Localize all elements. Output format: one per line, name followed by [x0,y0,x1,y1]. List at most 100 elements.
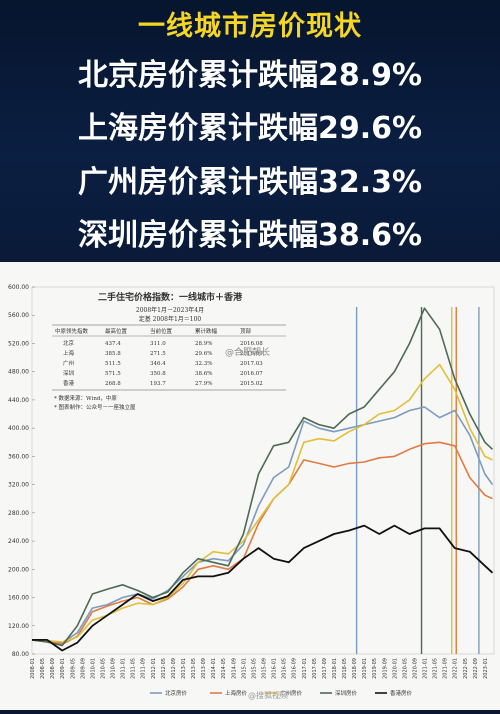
series-line [31,307,494,647]
table-cell: 271.5 [150,351,166,357]
x-tick-label: 2022-01 [453,658,459,679]
x-tick-label: 2021-09 [443,658,449,679]
y-tick-label: 120.00 [8,623,29,630]
x-tick-label: 2018-09 [352,658,358,679]
table-header-cell: 累计跌幅 [195,327,218,335]
peak-markers [355,307,480,654]
x-tick-label: 2010-01 [90,658,96,679]
series-lines [31,307,494,652]
table-cell: 346.4 [150,361,166,367]
x-tick-label: 2020-05 [402,658,408,679]
table-cell: 2016.09 [240,351,263,357]
legend-label: 北京房价 [165,689,188,697]
x-tick-label: 2014-05 [221,658,227,679]
y-tick-label: 240.00 [8,538,29,545]
x-tick-label: 2017-01 [302,658,308,679]
chart-note: 定基 2008年1月＝100 [139,315,202,323]
x-tick-label: 2022-09 [473,658,479,679]
chart-title: 二手住宅价格指数：一线城市＋香港 [98,291,243,303]
banner-title: 一线城市房价现状 [138,11,362,42]
x-tick-label: 2009-01 [60,658,66,679]
table-cell: 268.8 [105,381,121,387]
y-tick-label: 160.00 [8,595,29,602]
x-tick-label: 2011-01 [121,658,127,679]
x-tick-label: 2014-01 [211,658,217,679]
x-tick-label: 2012-01 [151,658,157,679]
beijing-decline-line: 北京房价累计跌幅28.9% [77,58,423,93]
x-axis: 2008-01 2008-05 2008-09 2009-01 2009-05 2009-… [30,658,489,679]
table-cell: 32.3% [195,361,212,367]
table-cell: 北京 [63,339,75,347]
chart-subtitle: 2008年1月－2023年4月 [136,306,204,314]
x-tick-label: 2013-05 [191,658,197,679]
table-cell: 38.6% [195,371,212,377]
chart-gridlines [31,286,495,655]
table-header-cell: 最高位置 [105,327,128,335]
x-tick-label: 2014-09 [231,658,237,679]
x-tick-label: 2019-01 [362,658,368,679]
table-header-cell: 顶部 [240,327,252,335]
x-tick-label: 2010-09 [111,658,117,679]
legend-label: 深圳房价 [335,689,358,697]
table-cell: 385.8 [105,351,121,357]
guangzhou-decline-line: 广州房价累计跌幅32.3% [77,165,423,200]
watermark-top: @合肥朝长 [225,346,270,358]
series-line [31,441,493,645]
x-tick-label: 2023-01 [483,658,489,679]
shenzhen-decline-line: 深圳房价累计跌幅38.6% [77,218,423,253]
table-cell: 2017.03 [240,361,263,367]
x-tick-label: 2010-05 [100,658,106,679]
y-tick-label: 560.00 [8,312,29,319]
y-tick-label: 480.00 [8,369,29,376]
table-cell: 28.9% [195,341,212,347]
x-tick-label: 2008-09 [50,658,56,679]
x-tick-label: 2017-09 [322,658,328,679]
x-tick-label: 2011-09 [141,658,147,679]
x-tick-label: 2016-01 [272,658,278,679]
x-tick-label: 2017-05 [312,658,318,679]
legend-label: 香港房价 [390,689,413,697]
x-tick-label: 2012-05 [161,658,167,679]
x-tick-label: 2011-05 [131,658,137,679]
table-cell: 571.5 [105,371,121,377]
x-tick-label: 2019-05 [372,658,378,679]
x-tick-label: 2018-05 [342,658,348,679]
x-tick-label: 2016-09 [292,658,298,679]
y-tick-label: 440.00 [8,397,29,404]
x-tick-label: 2013-09 [201,658,207,679]
table-cell: 上海 [63,349,75,357]
x-tick-label: 2021-05 [433,658,439,679]
x-tick-label: 2020-09 [412,658,418,679]
x-tick-label: 2012-09 [171,658,177,679]
y-tick-label: 280.00 [8,510,29,517]
y-tick-label: 400.00 [8,425,29,432]
y-tick-label: 200.00 [8,566,29,573]
plot-frame [31,286,495,655]
x-tick-label: 2016-05 [282,658,288,679]
table-cell: 深圳 [63,369,75,377]
x-tick-label: 2019-09 [382,658,388,679]
y-tick-label: 320.00 [8,482,29,489]
table-cell: 193.7 [150,381,166,387]
x-tick-label: 2009-09 [80,658,86,679]
x-tick-label: 2008-05 [40,658,46,679]
legend-label: 广州房价 [280,689,303,697]
summary-table: 中原领先指数 最高位置 当前位置 累计跌幅 顶部 北京 437.4 311.0 28.9% 20… [52,324,286,411]
table-cell: 27.9% [195,381,212,387]
table-cell: 350.8 [150,371,166,377]
shanghai-decline-line: 上海房价累计跌幅29.6% [77,111,423,146]
watermark-bottom: @搜狐视频 [248,690,288,700]
x-tick-label: 2015-01 [241,658,247,679]
series-line [31,406,494,644]
y-tick-label: 360.00 [8,453,29,460]
headline-banner: 一线城市房价现状 北京房价累计跌幅28.9% 上海房价累计跌幅29.6% 广州房… [0,0,500,262]
y-axis: 600.00 560.00 520.00 480.00 440.00 400.00 360.… [8,284,29,658]
price-index-chart: 600.00 560.00 520.00 480.00 440.00 400.00 360.… [8,284,495,700]
x-tick-label: 2008-01 [30,658,36,679]
y-tick-label: 80.00 [12,651,29,658]
series-line [32,524,494,652]
table-cell: 香港 [63,379,75,387]
x-tick-label: 2015-09 [262,658,268,679]
legend-label: 上海房价 [225,689,248,697]
x-tick-label: 2018-01 [332,658,338,679]
